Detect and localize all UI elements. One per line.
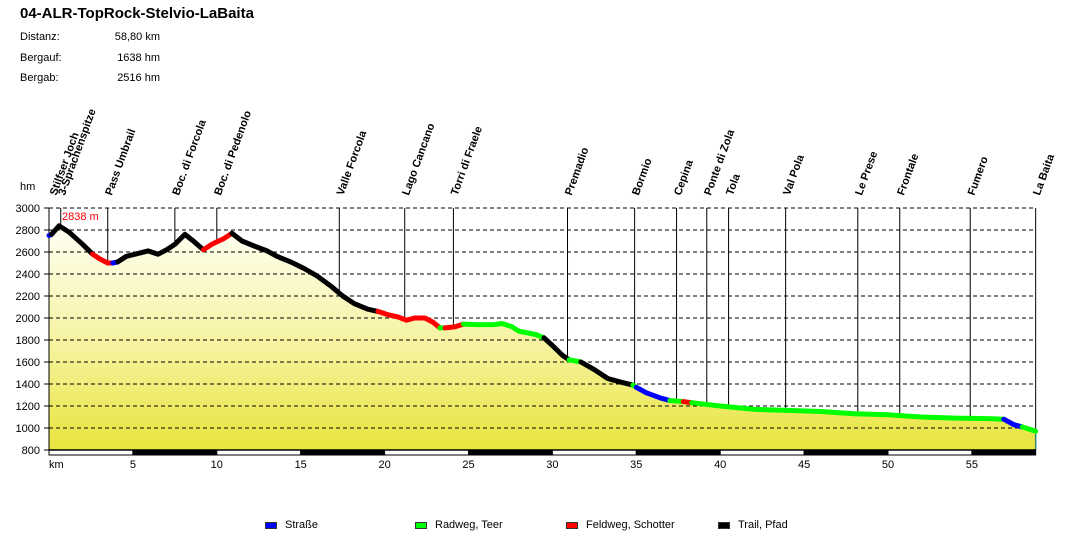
- waypoint-label: Tola: [724, 172, 743, 197]
- profile-segment: [461, 321, 547, 341]
- y-tick-label: 800: [22, 445, 40, 457]
- y-tick-label: 2200: [16, 291, 40, 303]
- waypoint-label: Boc. di Pedenolo: [212, 109, 254, 197]
- legend-item-feldweg: Feldweg, Schotter: [566, 519, 675, 531]
- waypoint-label: Le Prese: [853, 150, 880, 197]
- y-tick-label: 1000: [16, 423, 40, 435]
- legend-swatch-icon: [718, 521, 730, 529]
- y-axis-label: hm: [20, 181, 35, 193]
- waypoint-label: Frontale: [895, 152, 921, 197]
- legend-item-trail: Trail, Pfad: [718, 519, 788, 531]
- y-tick-label: 1200: [16, 401, 40, 413]
- waypoint-label: Fumero: [966, 155, 991, 197]
- y-tick-label: 1400: [16, 379, 40, 391]
- y-tick-label: 1800: [16, 335, 40, 347]
- x-tick-label: 10: [211, 459, 223, 471]
- stat-value: 1638 hm: [117, 52, 160, 64]
- waypoint-label: Pass Umbrail: [103, 127, 138, 197]
- waypoint-label: La Baita: [1031, 152, 1057, 197]
- y-tick-label: 2000: [16, 313, 40, 325]
- legend-swatch-icon: [265, 521, 277, 529]
- y-tick-label: 2800: [16, 225, 40, 237]
- waypoint-label: Torri di Fraele: [449, 125, 485, 197]
- legend-swatch-icon: [415, 521, 427, 529]
- legend-swatch-icon: [566, 521, 578, 529]
- axes: 800 1000 1200 1400 1600 1800 2000 2200 2400 2600 2…: [16, 181, 1037, 471]
- x-tick-label: 20: [378, 459, 390, 471]
- max-elevation-label: 2838 m: [62, 211, 99, 223]
- profile-segment: [633, 384, 673, 403]
- profile-segment: [1019, 424, 1039, 434]
- x-tick-label: 15: [295, 459, 307, 471]
- stat-label: Distanz:: [20, 31, 60, 43]
- legend-label: Trail, Pfad: [738, 519, 788, 531]
- waypoint-label: Premadio: [563, 146, 592, 197]
- stat-value: 58,80 km: [114, 31, 160, 43]
- x-axis-label: km: [49, 459, 64, 471]
- stat-label: Bergab:: [20, 72, 59, 84]
- elevation-profile-line: [46, 223, 1039, 434]
- profile-segment: [375, 308, 443, 331]
- stat-value: 2516 hm: [117, 72, 160, 84]
- x-tick-label: 55: [966, 459, 978, 471]
- profile-segment: [578, 359, 636, 388]
- x-tick-label: 35: [630, 459, 642, 471]
- waypoint-label: Bormio: [630, 156, 655, 197]
- x-tick-label: 25: [462, 459, 474, 471]
- y-tick-label: 1600: [16, 357, 40, 369]
- stat-label: Bergauf:: [20, 52, 62, 64]
- waypoint-label: Val Pola: [781, 152, 807, 197]
- x-tick-label: 45: [798, 459, 810, 471]
- legend-label: Feldweg, Schotter: [586, 519, 675, 531]
- profile-segment: [1001, 416, 1025, 430]
- profile-segment: [200, 230, 235, 253]
- legend-label: Straße: [285, 519, 319, 531]
- y-tick-label: 3000: [16, 203, 40, 215]
- profile-segment: [49, 223, 96, 257]
- profile-segment: [115, 231, 206, 265]
- stat-descent: Bergab: 2516 hm: [20, 72, 160, 84]
- y-tick-label: 2600: [16, 247, 40, 259]
- waypoint-markers: [48, 208, 1037, 450]
- x-tick-label: 50: [882, 459, 894, 471]
- grid-lines: [49, 207, 1036, 429]
- x-tick-label: 40: [714, 459, 726, 471]
- waypoint-label: Boc. di Forcola: [170, 117, 209, 197]
- chart-title: 04-ALR-TopRock-Stelvio-LaBaita: [20, 5, 254, 22]
- legend-item-strasse: Straße: [265, 519, 318, 531]
- x-tick-label: 30: [546, 459, 558, 471]
- profile-segment: [229, 230, 381, 314]
- profile-segment: [689, 400, 1007, 422]
- waypoint-label: Valle Forcola: [335, 128, 370, 197]
- waypoint-label: Cepina: [672, 158, 696, 197]
- profile-segment: [90, 251, 116, 266]
- y-tick-label: 2400: [16, 269, 40, 281]
- stat-ascent: Bergauf: 1638 hm: [20, 52, 160, 64]
- legend-label: Radweg, Teer: [435, 519, 503, 531]
- legend-item-radweg: Radweg, Teer: [415, 519, 503, 531]
- profile-segment: [442, 321, 466, 331]
- x-tick-label: 5: [130, 459, 136, 471]
- waypoint-label: Lago Cancano: [400, 121, 437, 197]
- profile-segment: [541, 335, 572, 363]
- stat-distance: Distanz: 58,80 km: [20, 31, 160, 43]
